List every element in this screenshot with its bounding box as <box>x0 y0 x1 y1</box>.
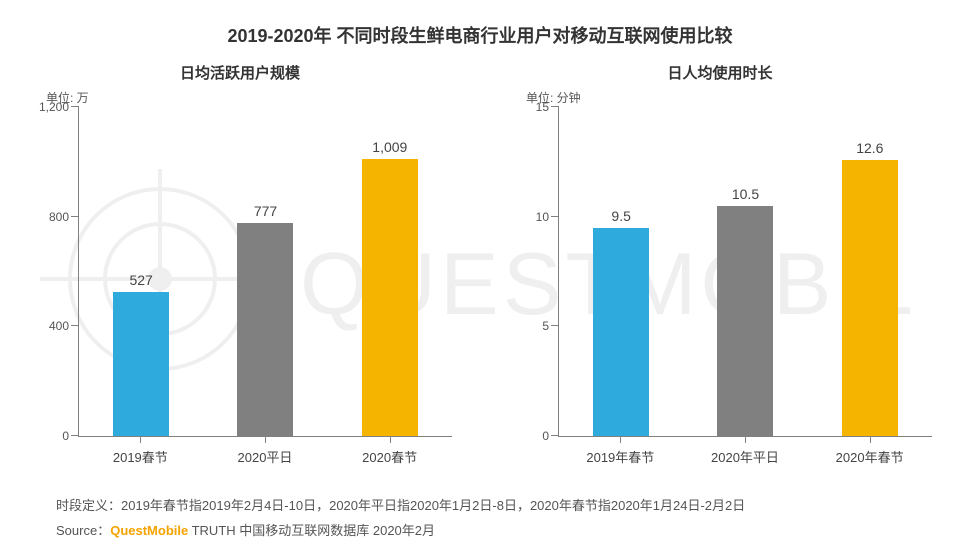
x-tick: 2020春节 <box>327 437 452 466</box>
charts-container: 日均活跃用户规模 单位: 万 5277771,009 04008001,200 … <box>0 62 960 466</box>
y-tick-label: 0 <box>542 429 559 443</box>
y-tick-label: 15 <box>536 100 559 114</box>
x-tick-mark <box>390 437 391 443</box>
chart-duration: 日人均使用时长 单位: 分钟 9.5 10.5 12.6 0 5 10 15 2019年春… <box>480 62 960 466</box>
bar-value-label: 777 <box>254 203 277 219</box>
bars-container: 9.5 10.5 12.6 <box>559 107 932 436</box>
y-tick-label: 800 <box>49 210 79 224</box>
chart-title: 日人均使用时长 <box>498 62 942 83</box>
footer: 时段定义：2019年春节指2019年2月4日-10日，2020年平日指2020年… <box>0 494 960 543</box>
x-axis: 2019年春节2020年平日2020年春节 <box>558 437 932 466</box>
bar-slot: 12.6 <box>808 107 932 436</box>
bar <box>113 292 169 436</box>
bar <box>362 159 418 436</box>
y-tick-label: 5 <box>542 319 559 333</box>
bar-slot: 1,009 <box>328 107 452 436</box>
source-brand: QuestMobile <box>110 523 188 538</box>
bar <box>593 228 649 436</box>
x-axis: 2019春节2020平日2020春节 <box>78 437 452 466</box>
x-tick: 2019春节 <box>78 437 203 466</box>
bar-value-label: 9.5 <box>611 208 630 224</box>
bar-slot: 527 <box>79 107 203 436</box>
bar-slot: 10.5 <box>683 107 807 436</box>
chart-unit: 单位: 分钟 <box>526 89 942 105</box>
plot-area: 5277771,009 04008001,200 <box>78 107 452 437</box>
footnote-definition: 时段定义：2019年春节指2019年2月4日-10日，2020年平日指2020年… <box>56 494 960 519</box>
chart-dau: 日均活跃用户规模 单位: 万 5277771,009 04008001,200 … <box>0 62 480 466</box>
y-tick-label: 0 <box>62 429 79 443</box>
x-tick-mark <box>745 437 746 443</box>
bar-value-label: 10.5 <box>732 186 759 202</box>
bar <box>237 223 293 436</box>
x-tick-mark <box>870 437 871 443</box>
x-tick: 2020年春节 <box>807 437 932 466</box>
source-prefix: Source： <box>56 523 110 538</box>
chart-unit: 单位: 万 <box>46 89 462 105</box>
x-tick-mark <box>140 437 141 443</box>
x-tick-mark <box>620 437 621 443</box>
page-title: 2019-2020年 不同时段生鲜电商行业用户对移动互联网使用比较 <box>0 0 960 48</box>
y-tick-label: 400 <box>49 319 79 333</box>
bar-slot: 777 <box>203 107 327 436</box>
bar <box>842 160 898 436</box>
y-tick-label: 10 <box>536 210 559 224</box>
x-tick: 2020平日 <box>203 437 328 466</box>
bar-value-label: 527 <box>129 272 152 288</box>
bar-slot: 9.5 <box>559 107 683 436</box>
chart-title: 日均活跃用户规模 <box>18 62 462 83</box>
y-tick-label: 1,200 <box>39 100 79 114</box>
bar-value-label: 1,009 <box>372 139 407 155</box>
bar <box>717 206 773 436</box>
bar-value-label: 12.6 <box>856 140 883 156</box>
x-tick-mark <box>265 437 266 443</box>
footnote-source: Source：QuestMobile TRUTH 中国移动互联网数据库 2020… <box>56 519 960 544</box>
source-rest: TRUTH 中国移动互联网数据库 2020年2月 <box>188 523 435 538</box>
plot-area: 9.510.512.6 051015 <box>558 107 932 437</box>
x-tick: 2020年平日 <box>683 437 808 466</box>
x-tick: 2019年春节 <box>558 437 683 466</box>
bars-container: 527 777 1,009 <box>79 107 452 436</box>
